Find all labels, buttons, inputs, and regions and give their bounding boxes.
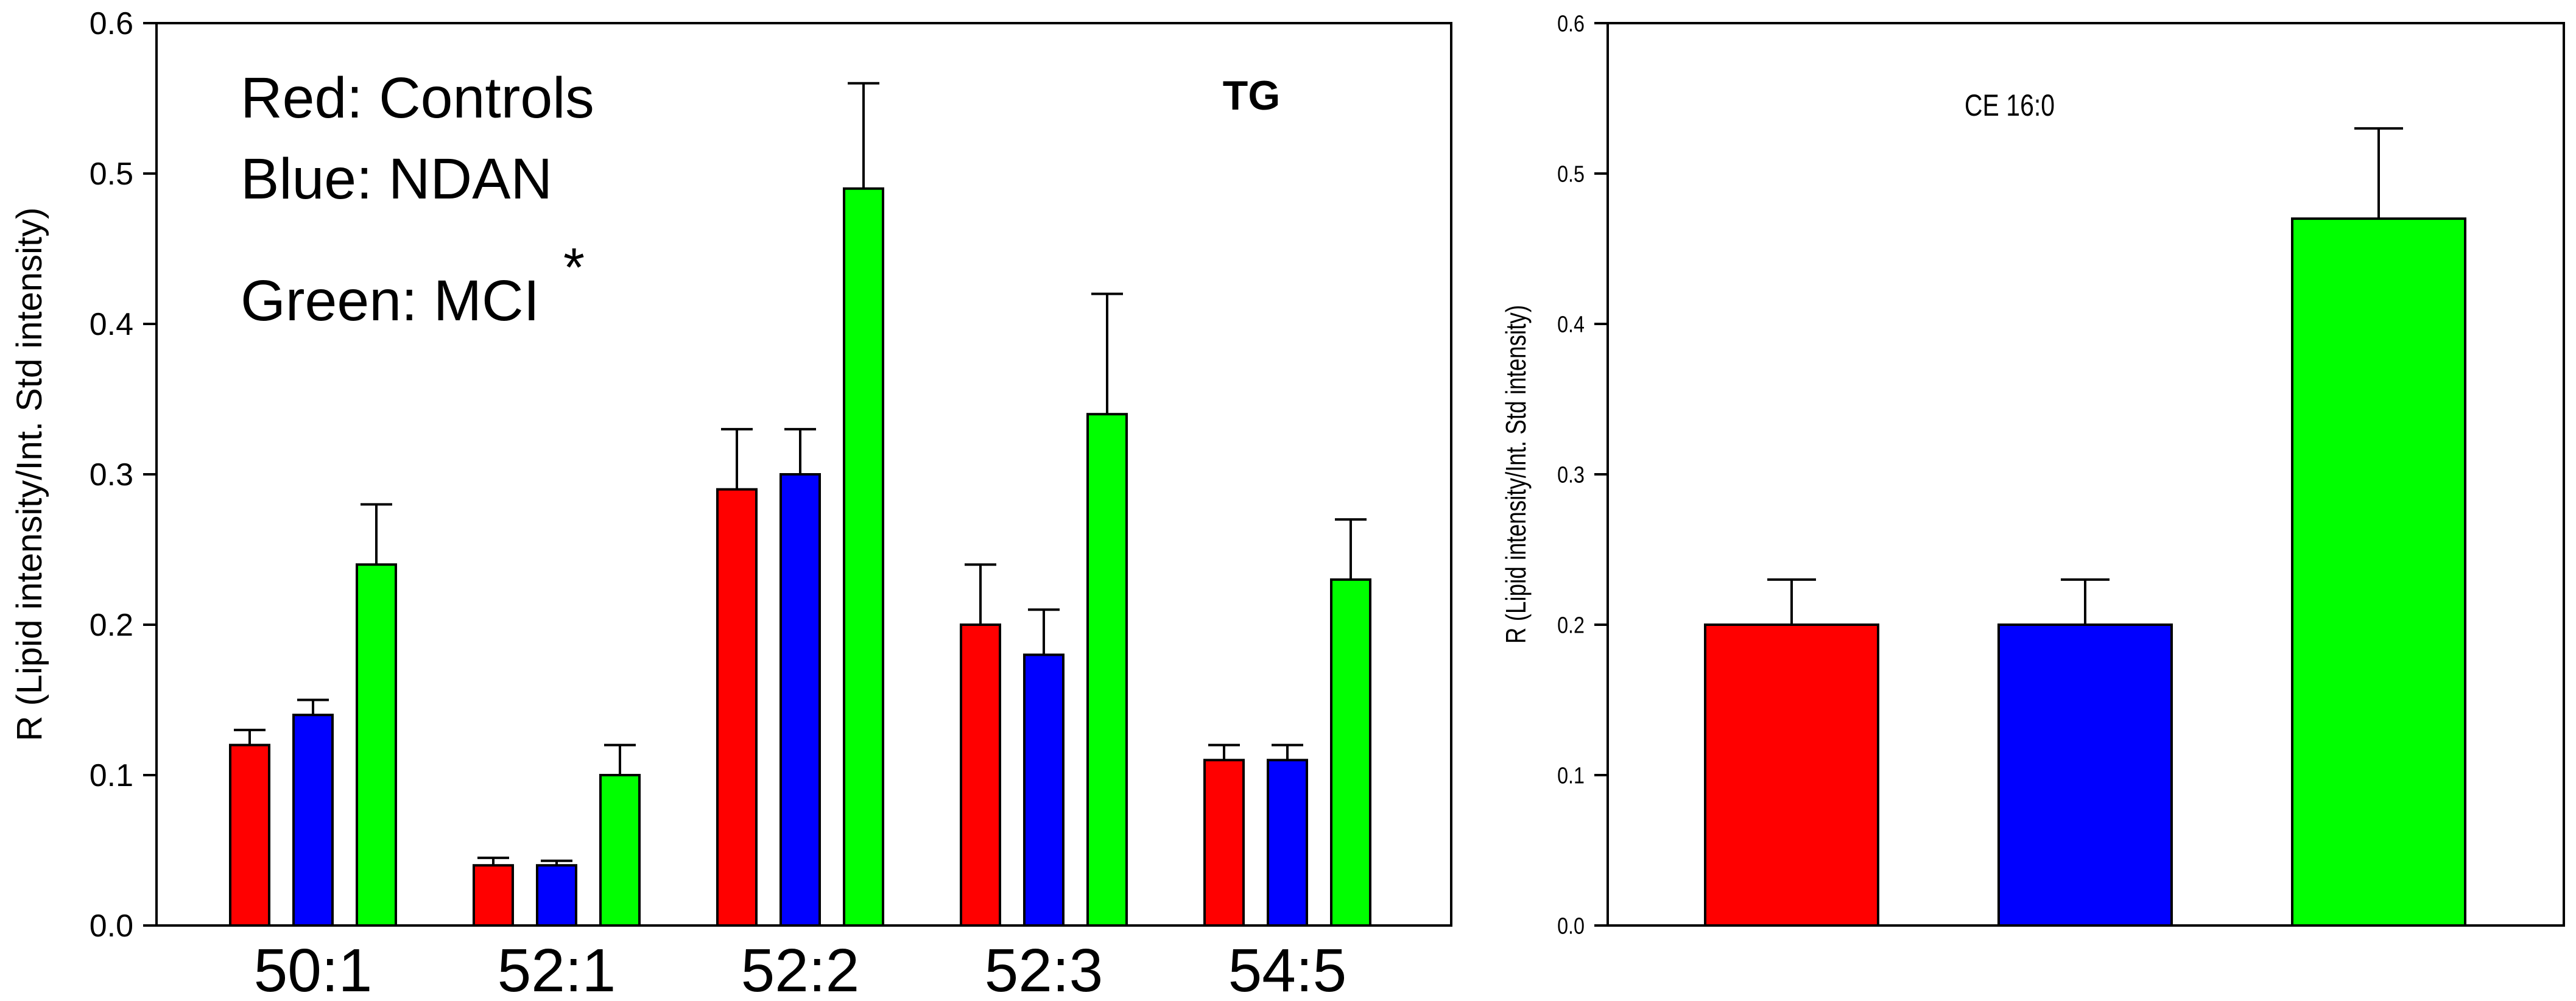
tg-54-5-mci-bar (1330, 578, 1371, 927)
ce-y-tick-label: 0.3 (1557, 462, 1585, 488)
ce-y-tick-label: 0.6 (1557, 11, 1585, 37)
ce-y-tick-label: 0.2 (1557, 613, 1585, 638)
tg-bars (229, 82, 1371, 927)
tg-y-tick-label: 0.3 (90, 457, 133, 493)
tg-52-2-ndan-bar (779, 473, 821, 927)
tg-x-tick-label: 52:2 (741, 936, 860, 1001)
tg-y-axis-label: R (Lipid intensity/Int. Std intensity) (10, 208, 49, 742)
tg-y-tick-label: 0.5 (90, 156, 133, 192)
tg-x-tick-label: 54:5 (1228, 936, 1347, 1001)
tg-y-tick-label: 0.2 (90, 608, 133, 643)
ce-y-axis-label: R (Lipid intensity/Int. Std intensity) (1500, 305, 1532, 644)
tg-x-tick-label: 52:1 (498, 936, 616, 1001)
tg-x-tick-labels: 50:1 52:1 52:2 52:3 54:5 (254, 936, 1347, 1001)
tg-chart: 0.0 0.1 0.2 0.3 0.4 0.5 0.6 50:1 52:1 52:2 52:3 54… (10, 6, 1452, 1001)
ce-y-tick-label: 0.1 (1557, 763, 1585, 789)
tg-52-3-controls-bar (960, 623, 1001, 927)
tg-54-5-controls-bar (1203, 759, 1245, 927)
ce-y-tick-label: 0.5 (1557, 161, 1585, 187)
ce-ndan-bar (1997, 623, 2173, 927)
ce-y-tick-label: 0.0 (1557, 913, 1585, 939)
ce-mci-bar (2291, 217, 2466, 927)
tg-x-tick-label: 52:3 (985, 936, 1103, 1001)
legend-line-controls: Red: Controls (241, 66, 594, 130)
significance-asterisk: * (563, 237, 585, 298)
tg-52-3-ndan-bar (1023, 653, 1065, 927)
tg-54-5-ndan-bar (1267, 759, 1308, 927)
tg-x-tick-label: 50:1 (254, 936, 373, 1001)
tg-y-tick-label: 0.6 (90, 6, 133, 41)
tg-y-tick-label: 0.1 (90, 758, 133, 793)
tg-52-1-ndan-bar (536, 864, 577, 927)
tg-50-1-ndan-bar (292, 714, 334, 927)
tg-52-1-controls-bar (473, 864, 514, 927)
tg-50-1-controls-bar (229, 743, 270, 927)
tg-y-tick-label: 0.0 (90, 908, 133, 944)
tg-52-2-mci-bar (843, 187, 884, 927)
tg-50-1-mci-bar (356, 563, 397, 927)
ce-chart-title: CE 16:0 (1965, 88, 2055, 122)
ce-chart: 0.0 0.1 0.2 0.3 0.4 0.5 0.6 R (Lipid intensity… (1500, 11, 2565, 939)
tg-y-axis: 0.0 0.1 0.2 0.3 0.4 0.5 0.6 (90, 6, 157, 944)
legend-line-mci: Green: MCI (241, 269, 540, 333)
ce-bars (1704, 127, 2466, 927)
tg-y-tick-label: 0.4 (90, 307, 133, 342)
tg-legend: Red: Controls Blue: NDAN Green: MCI * (241, 66, 594, 333)
tg-52-1-mci-bar (599, 774, 641, 927)
ce-y-tick-label: 0.4 (1557, 312, 1585, 337)
tg-chart-title: TG (1223, 72, 1280, 119)
legend-line-ndan: Blue: NDAN (241, 147, 552, 211)
tg-52-2-controls-bar (716, 488, 758, 927)
ce-y-axis: 0.0 0.1 0.2 0.3 0.4 0.5 0.6 (1557, 11, 1608, 939)
tg-52-3-mci-bar (1086, 413, 1128, 927)
ce-controls-bar (1704, 623, 1879, 927)
